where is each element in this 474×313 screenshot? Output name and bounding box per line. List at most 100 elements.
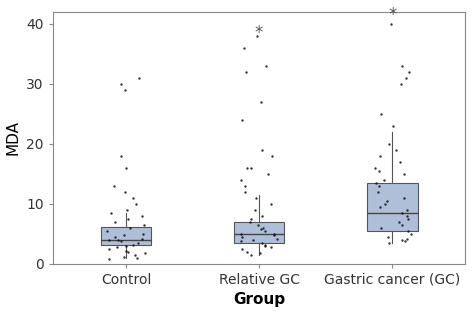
Point <box>122 165 129 170</box>
Point <box>273 236 281 241</box>
Point <box>400 171 407 176</box>
Point <box>105 237 112 242</box>
Point <box>399 210 406 215</box>
Point <box>270 233 277 238</box>
Point <box>126 225 134 230</box>
Point <box>256 250 264 255</box>
Point <box>111 219 119 224</box>
Point <box>133 255 141 260</box>
Point <box>259 225 267 230</box>
Point <box>120 233 128 238</box>
Point <box>262 228 269 233</box>
Point <box>403 236 411 241</box>
Point <box>408 231 415 236</box>
Point <box>241 189 249 194</box>
Point <box>108 210 115 215</box>
Point <box>257 227 265 232</box>
Point <box>400 195 408 200</box>
Point <box>401 239 409 244</box>
Point <box>243 249 251 254</box>
Point <box>117 153 125 158</box>
Point <box>382 201 389 206</box>
Point <box>404 228 412 233</box>
Point <box>243 165 251 170</box>
Point <box>269 153 276 158</box>
Point <box>250 237 257 242</box>
Point <box>129 242 137 247</box>
Point <box>253 33 261 38</box>
Point <box>117 81 125 86</box>
Point <box>264 171 272 176</box>
Point <box>122 248 130 253</box>
Point <box>241 183 249 188</box>
Point <box>377 111 385 116</box>
Point <box>113 244 120 249</box>
Point <box>267 244 274 249</box>
Point <box>247 216 255 221</box>
Point <box>237 239 245 244</box>
Point <box>246 219 254 224</box>
Point <box>105 257 113 262</box>
Point <box>261 242 268 247</box>
Point <box>247 252 255 257</box>
Point <box>132 201 140 206</box>
Point <box>252 195 260 200</box>
Point <box>136 75 143 80</box>
Point <box>376 204 383 209</box>
Point <box>238 234 246 239</box>
Point <box>267 201 274 206</box>
Point <box>103 228 111 233</box>
X-axis label: Group: Group <box>233 292 285 307</box>
Point <box>392 147 400 152</box>
Point <box>388 21 395 26</box>
Point <box>385 240 393 245</box>
Point <box>237 231 245 236</box>
Point <box>121 87 129 92</box>
Point <box>258 147 265 152</box>
Point <box>118 239 125 244</box>
Point <box>111 234 118 239</box>
Point <box>397 159 404 164</box>
Point <box>247 165 255 170</box>
Point <box>134 240 142 245</box>
Point <box>395 219 402 224</box>
Point <box>374 189 382 194</box>
Point <box>258 213 265 218</box>
Point <box>377 225 384 230</box>
Point <box>262 243 269 248</box>
Point <box>381 177 388 182</box>
Point <box>270 231 278 236</box>
Point <box>129 195 137 200</box>
Point <box>122 243 130 248</box>
Point <box>124 216 132 221</box>
Point <box>238 117 246 122</box>
Point <box>120 254 128 259</box>
Point <box>242 69 249 74</box>
Point <box>131 252 139 257</box>
Point <box>404 216 411 221</box>
Point <box>398 237 405 242</box>
Point <box>371 165 379 170</box>
Point <box>263 63 270 68</box>
Point <box>139 231 147 236</box>
Point <box>114 237 121 242</box>
Point <box>402 75 410 80</box>
Point <box>398 63 405 68</box>
Point <box>238 246 246 251</box>
Text: *: * <box>255 24 264 42</box>
Point <box>258 240 266 245</box>
Point <box>385 141 392 146</box>
PathPatch shape <box>367 183 418 231</box>
Point <box>110 183 118 188</box>
Point <box>138 213 146 218</box>
Point <box>403 207 411 212</box>
Point <box>138 236 146 241</box>
Point <box>140 222 148 227</box>
Point <box>375 183 383 188</box>
Point <box>124 249 131 254</box>
Point <box>123 207 131 212</box>
Point <box>398 222 406 227</box>
Point <box>398 81 405 86</box>
PathPatch shape <box>234 222 284 243</box>
Point <box>406 69 413 74</box>
